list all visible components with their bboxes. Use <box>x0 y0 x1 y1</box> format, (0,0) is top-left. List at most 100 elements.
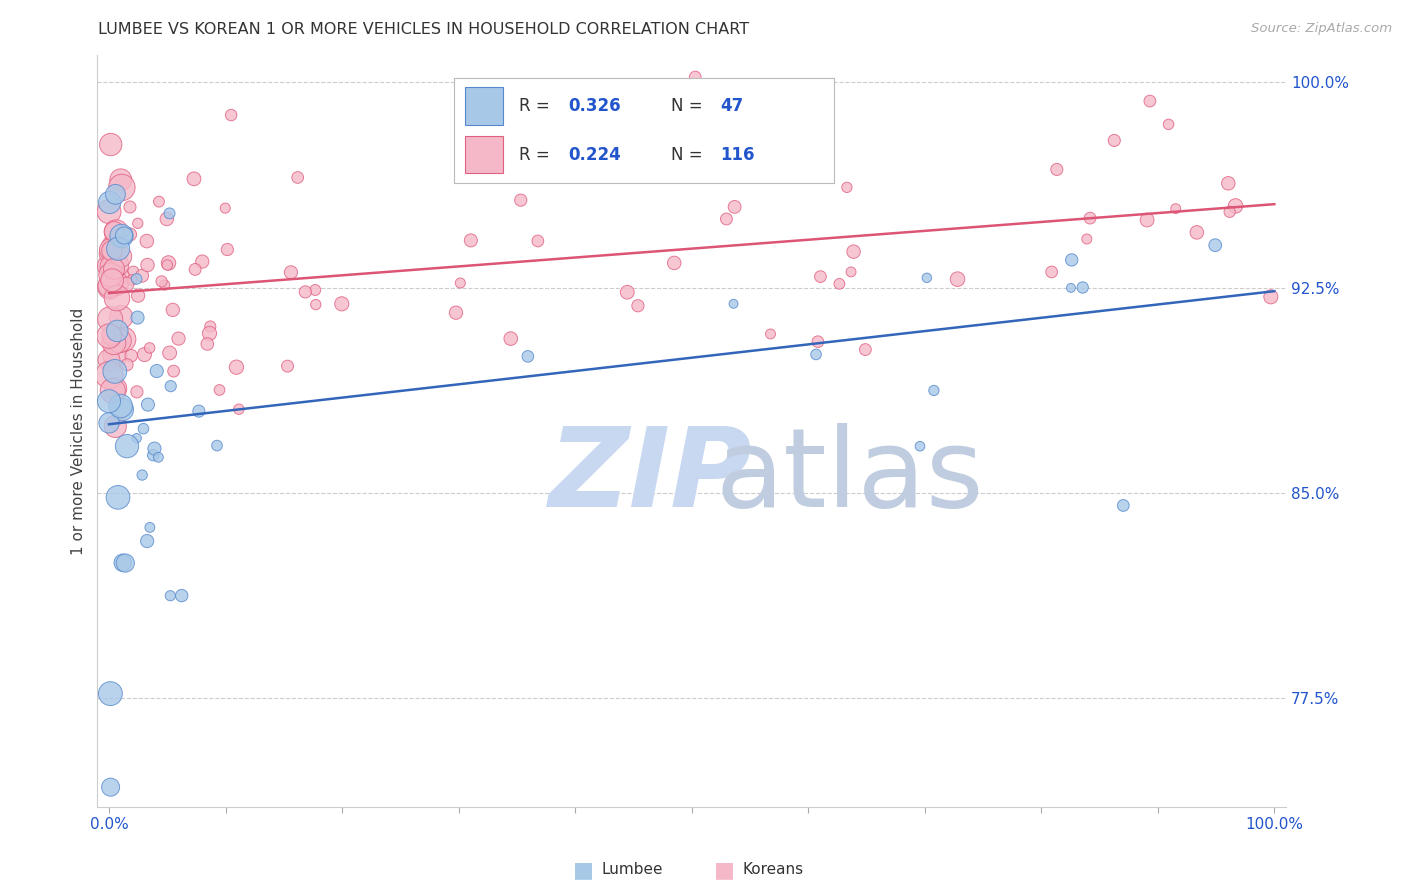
Point <box>98 329 121 343</box>
Point <box>136 398 159 412</box>
Point <box>110 310 132 325</box>
Point <box>200 319 222 334</box>
Point <box>1046 162 1069 177</box>
Point <box>98 394 121 409</box>
Text: atlas: atlas <box>716 423 984 530</box>
Point <box>162 302 184 317</box>
Point <box>125 431 148 445</box>
Point <box>135 234 157 248</box>
Point <box>804 347 827 361</box>
Point <box>810 269 832 284</box>
Point <box>114 556 136 570</box>
Point <box>1078 211 1101 226</box>
Point <box>1104 133 1126 147</box>
Point <box>100 243 122 257</box>
Point <box>143 442 166 456</box>
Point <box>98 416 121 430</box>
Point <box>460 233 482 247</box>
Point <box>100 260 122 274</box>
Point <box>305 297 328 311</box>
Point <box>122 264 145 278</box>
Point <box>294 285 316 299</box>
Point <box>187 404 209 418</box>
Point <box>110 173 132 187</box>
Point <box>120 349 142 363</box>
Point <box>759 326 782 341</box>
Point <box>111 180 134 194</box>
Point <box>156 258 179 272</box>
Text: ZIP: ZIP <box>548 423 752 530</box>
Point <box>127 310 149 325</box>
Point <box>139 520 162 534</box>
Point <box>104 187 127 202</box>
Point <box>111 556 134 570</box>
Point <box>108 334 131 348</box>
Point <box>946 272 969 286</box>
Point <box>105 291 128 305</box>
Point <box>98 368 121 383</box>
Point <box>145 364 167 378</box>
Text: Source: ZipAtlas.com: Source: ZipAtlas.com <box>1251 22 1392 36</box>
Point <box>98 280 121 294</box>
Point <box>217 243 239 257</box>
Point <box>150 274 173 288</box>
Point <box>110 250 132 264</box>
Point <box>198 326 221 341</box>
Point <box>748 160 770 174</box>
Point <box>98 195 121 210</box>
Point <box>1040 265 1063 279</box>
Point <box>170 589 193 603</box>
Point <box>922 384 945 398</box>
Point <box>167 332 190 346</box>
Point <box>136 534 159 549</box>
Point <box>304 283 326 297</box>
Point <box>835 180 858 194</box>
Point <box>225 360 247 375</box>
Point <box>125 384 148 399</box>
Point <box>183 171 205 186</box>
Point <box>807 334 830 349</box>
Point <box>118 200 141 214</box>
Point <box>908 439 931 453</box>
Point <box>1157 117 1180 131</box>
Point <box>807 162 830 177</box>
Point <box>509 193 531 207</box>
Point <box>105 324 128 338</box>
Point <box>105 258 128 272</box>
Point <box>330 297 353 311</box>
Point <box>101 328 124 343</box>
Point <box>1185 226 1208 240</box>
Point <box>219 108 242 122</box>
Point <box>101 273 124 287</box>
Text: LUMBEE VS KOREAN 1 OR MORE VEHICLES IN HOUSEHOLD CORRELATION CHART: LUMBEE VS KOREAN 1 OR MORE VEHICLES IN H… <box>98 22 749 37</box>
Point <box>101 244 124 258</box>
Point <box>723 297 745 311</box>
Point <box>121 273 143 287</box>
Point <box>104 419 127 434</box>
Point <box>107 491 129 505</box>
Point <box>716 211 738 226</box>
Point <box>723 200 745 214</box>
Point <box>104 382 127 396</box>
Point <box>1060 252 1083 267</box>
Y-axis label: 1 or more Vehicles in Household: 1 or more Vehicles in Household <box>72 308 86 555</box>
Point <box>103 239 125 253</box>
Text: Lumbee: Lumbee <box>602 863 664 877</box>
Point <box>148 450 170 465</box>
Point <box>127 216 149 230</box>
Point <box>131 268 153 283</box>
Point <box>156 211 179 226</box>
Point <box>107 242 129 256</box>
Point <box>499 332 522 346</box>
Point <box>616 285 638 300</box>
Point <box>205 439 228 453</box>
Point <box>100 687 122 701</box>
Point <box>120 227 142 242</box>
Point <box>100 137 122 152</box>
Point <box>98 312 121 326</box>
Point <box>184 262 207 277</box>
Point <box>214 201 236 215</box>
Point <box>110 399 132 413</box>
Point <box>1164 202 1187 216</box>
Point <box>853 343 876 357</box>
